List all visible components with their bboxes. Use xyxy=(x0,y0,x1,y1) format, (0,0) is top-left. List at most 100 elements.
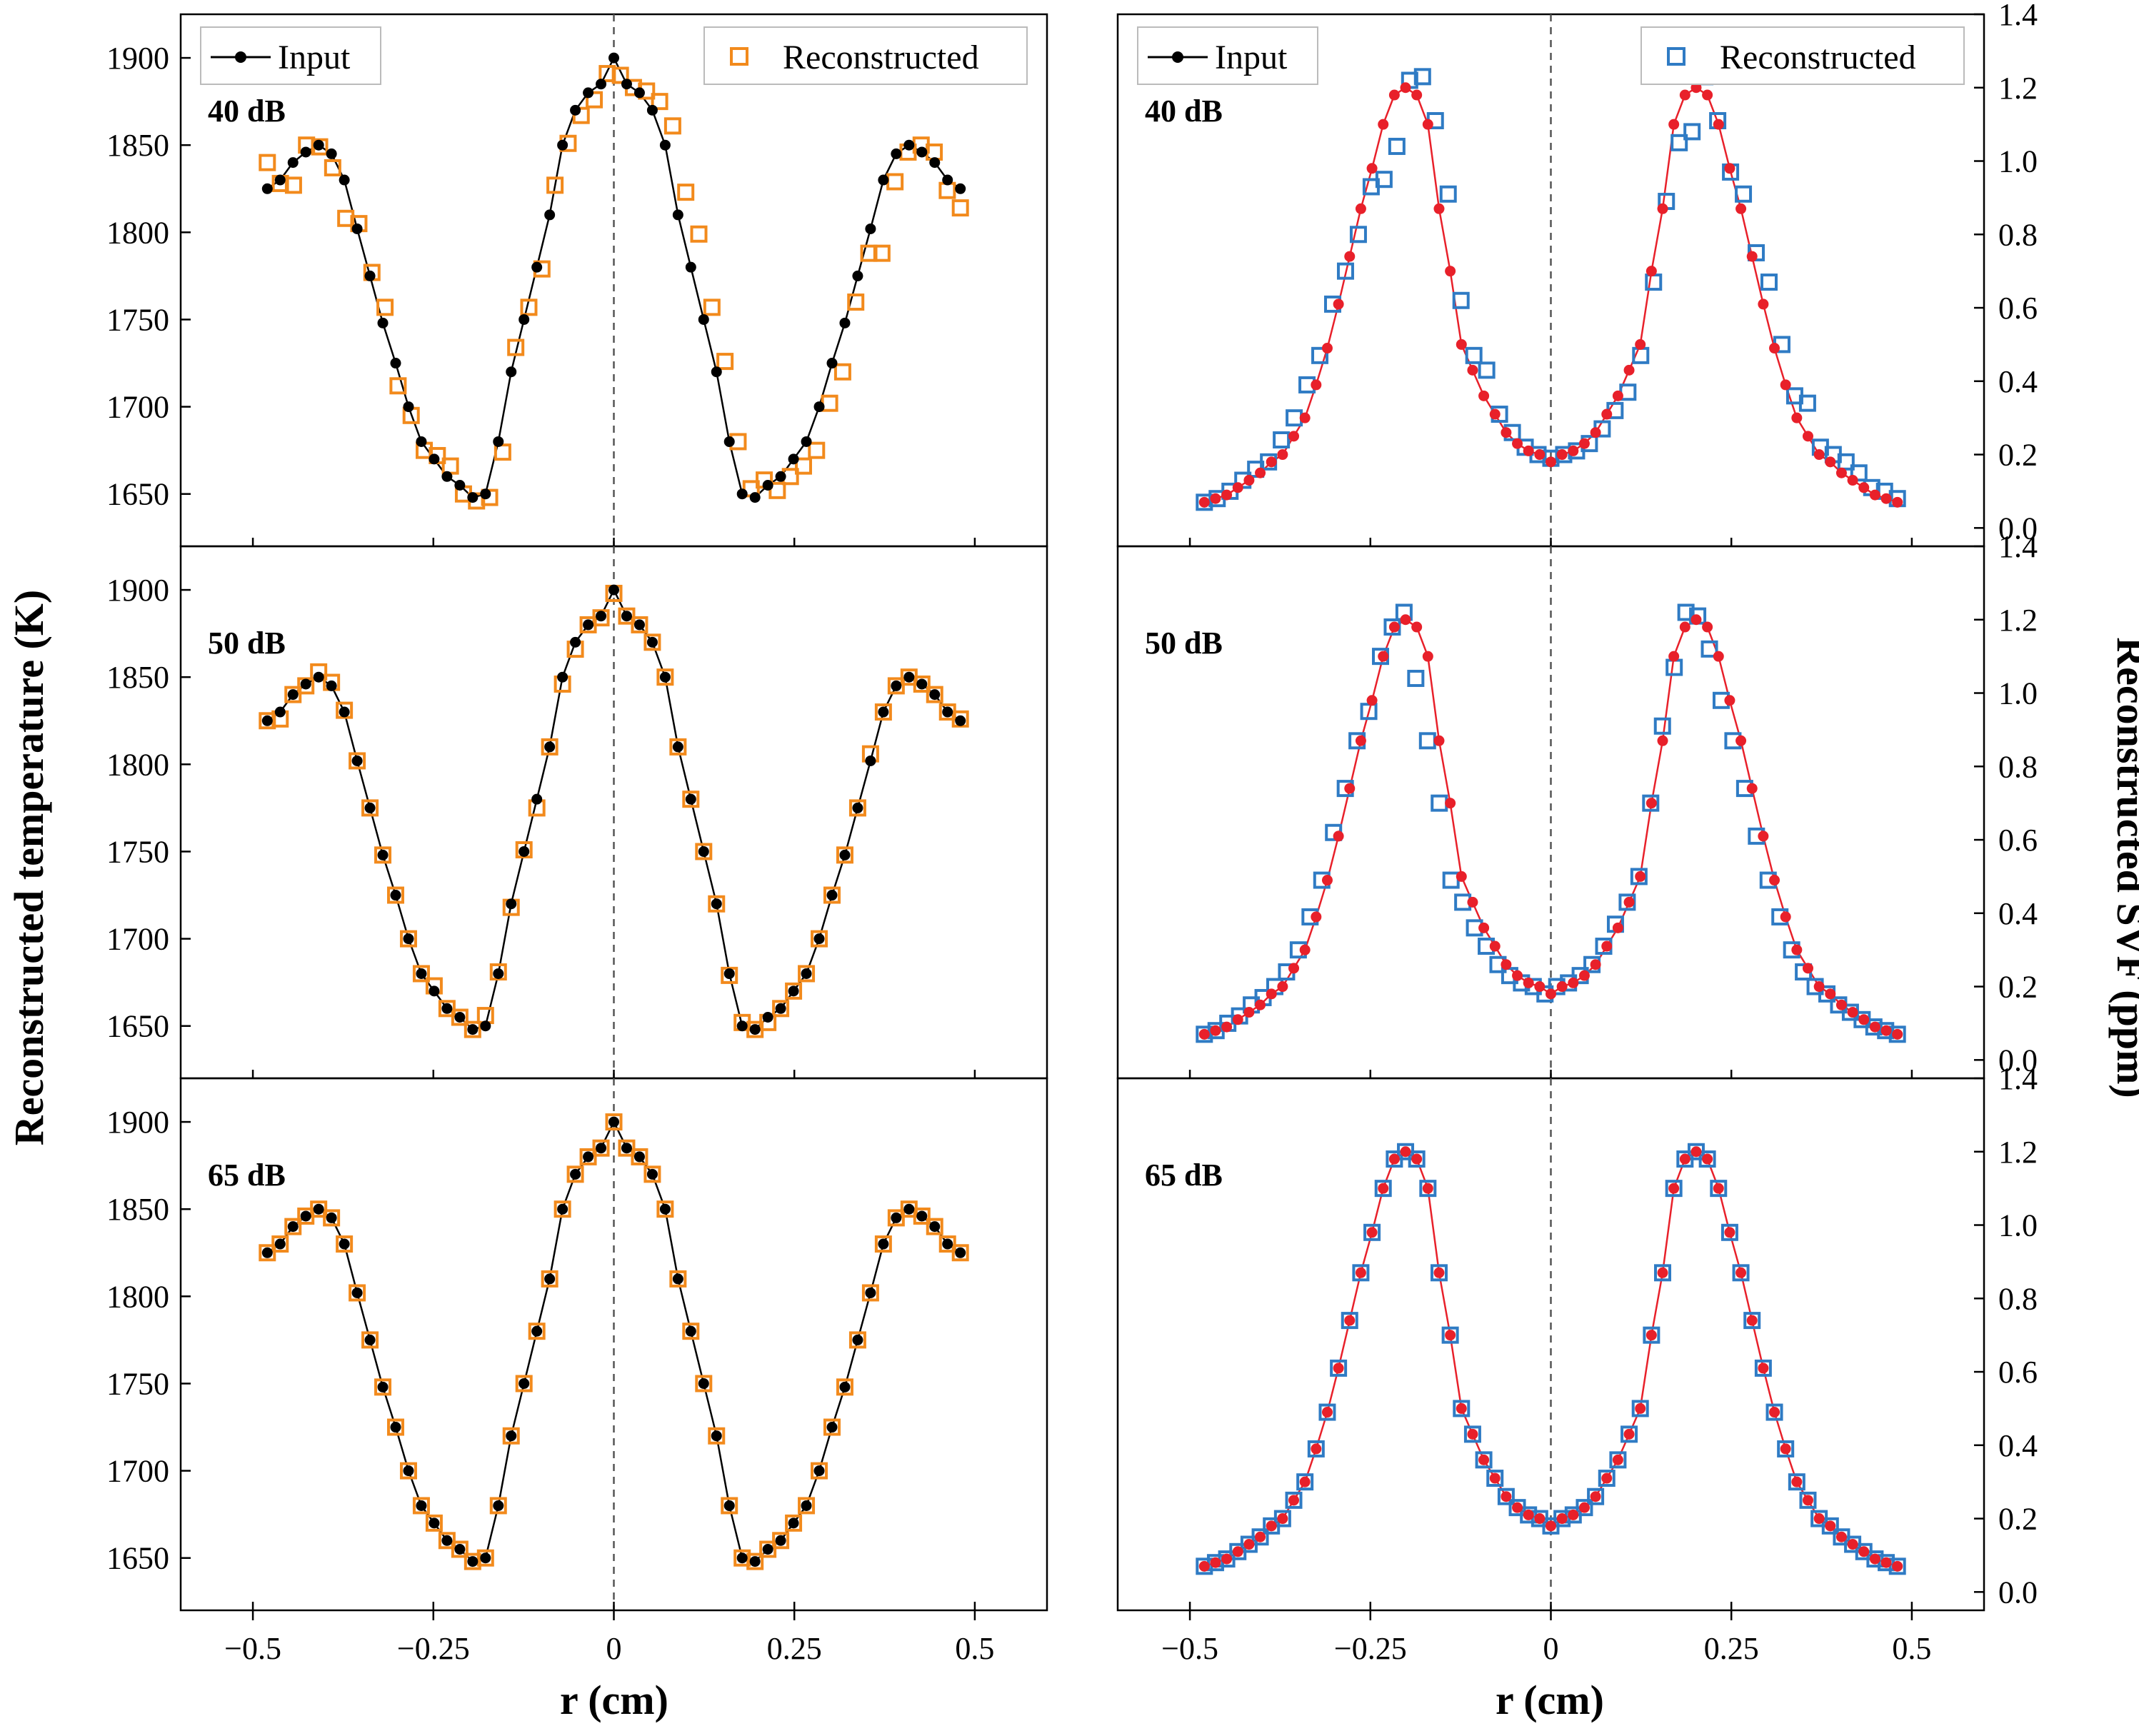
y-tick-label: 1750 xyxy=(106,834,169,869)
legend: Input Reconstructed xyxy=(1137,26,1965,85)
reconstructed-point xyxy=(811,1462,828,1480)
reconstructed-point xyxy=(1439,185,1457,203)
reconstructed-point xyxy=(349,1284,366,1302)
input-point xyxy=(1512,438,1523,449)
reconstructed-point xyxy=(618,607,636,625)
reconstructed-point xyxy=(376,298,394,316)
reconstructed-point xyxy=(566,1165,584,1183)
input-point xyxy=(762,480,773,491)
input-point xyxy=(557,139,568,151)
reconstructed-point xyxy=(1630,868,1648,885)
legend-reconstructed-box xyxy=(703,26,1028,85)
input-point xyxy=(1232,482,1243,493)
reconstructed-point xyxy=(682,1323,700,1340)
reconstructed-point xyxy=(836,1378,853,1396)
reconstructed-point xyxy=(951,1244,969,1262)
input-point xyxy=(1635,338,1646,350)
reconstructed-point xyxy=(874,1235,892,1253)
input-point xyxy=(1702,1153,1713,1165)
reconstructed-point xyxy=(1408,1150,1426,1168)
input-point xyxy=(1568,445,1579,456)
reconstructed-point xyxy=(259,712,276,730)
y-tick-label: 1800 xyxy=(106,1279,169,1314)
reconstructed-point xyxy=(669,1270,687,1288)
input-point xyxy=(826,1422,838,1433)
input-point xyxy=(1546,456,1556,468)
y-tick-label: 1900 xyxy=(106,1105,169,1140)
reconstructed-point xyxy=(438,1000,456,1018)
left-panel-65-db: 1650 1700 1750 1800 1850 1900 65 dB xyxy=(106,1077,1048,1612)
input-point xyxy=(621,1143,632,1154)
reconstructed-point xyxy=(1453,1400,1471,1418)
input-point xyxy=(1847,1007,1858,1018)
input-point xyxy=(1645,1330,1657,1341)
reconstructed-point xyxy=(926,686,943,703)
reconstructed-point xyxy=(798,965,816,983)
reconstructed-point xyxy=(1296,1473,1314,1491)
reconstructed-point xyxy=(1251,1528,1269,1546)
input-point xyxy=(261,183,273,194)
input-point xyxy=(300,1210,311,1222)
reconstructed-point xyxy=(823,1418,841,1436)
reconstructed-point xyxy=(848,799,866,817)
reconstructed-point xyxy=(1285,1491,1303,1509)
input-point xyxy=(903,1203,915,1215)
reconstructed-point xyxy=(297,677,315,695)
y-tick-label: 0.8 xyxy=(1998,1281,2038,1316)
input-point xyxy=(852,1334,863,1345)
reconstructed-point xyxy=(1318,1403,1336,1421)
reconstructed-point xyxy=(836,846,853,864)
reconstructed-point xyxy=(848,1331,866,1349)
reconstructed-point xyxy=(412,965,430,983)
reconstructed-point xyxy=(1710,1180,1728,1198)
reconstructed-point xyxy=(708,895,726,913)
input-point xyxy=(685,793,696,805)
input-point xyxy=(1546,1520,1556,1532)
input-point xyxy=(441,1003,453,1014)
y-tick-label: 0.0 xyxy=(1998,511,2038,546)
input-point xyxy=(1758,1363,1769,1374)
input-point xyxy=(955,715,966,726)
reconstructed-point xyxy=(1352,1264,1370,1282)
reconstructed-point xyxy=(1419,1180,1437,1198)
reconstructed-point xyxy=(1307,1440,1325,1457)
legend: Input Reconstructed xyxy=(200,26,1028,85)
input-point xyxy=(1534,1513,1546,1525)
input-point xyxy=(1489,940,1501,952)
input-point xyxy=(813,933,825,945)
input-point xyxy=(929,1221,941,1233)
input-point xyxy=(1590,959,1601,970)
y-tick-label: 0.0 xyxy=(1998,1575,2038,1610)
legend-input-box xyxy=(1137,26,1318,85)
input-point xyxy=(813,1465,825,1477)
input-point xyxy=(1333,298,1344,310)
y-tick-label: 0.6 xyxy=(1998,823,2038,858)
input-point xyxy=(364,1334,376,1345)
x-tick-label: 0 xyxy=(1543,1631,1559,1666)
input-point xyxy=(557,1203,568,1215)
reconstructed-point xyxy=(1413,68,1431,86)
input-point xyxy=(1344,783,1356,794)
input-point xyxy=(1221,489,1233,501)
legend-input-label: Input xyxy=(278,39,351,76)
reconstructed-point xyxy=(768,481,786,499)
input-point xyxy=(1690,1146,1702,1158)
reconstructed-point xyxy=(708,1427,726,1445)
reconstructed-point xyxy=(1442,871,1460,889)
reconstructed-point xyxy=(1587,1487,1605,1505)
x-tick-label: −0.25 xyxy=(397,1631,470,1666)
input-point xyxy=(1668,1183,1680,1194)
input-point xyxy=(608,52,619,64)
input-point xyxy=(1724,1227,1735,1238)
y-tick-label: 0.2 xyxy=(1998,970,2038,1005)
input-point xyxy=(1489,408,1501,420)
input-point xyxy=(878,174,889,186)
reconstructed-point xyxy=(502,1427,520,1445)
y-tick-label: 1.4 xyxy=(1998,1061,2038,1096)
input-point xyxy=(1847,475,1858,486)
input-point xyxy=(300,146,311,158)
input-point xyxy=(1422,1183,1433,1194)
input-point xyxy=(1702,89,1713,101)
reconstructed-point xyxy=(1788,1473,1805,1491)
